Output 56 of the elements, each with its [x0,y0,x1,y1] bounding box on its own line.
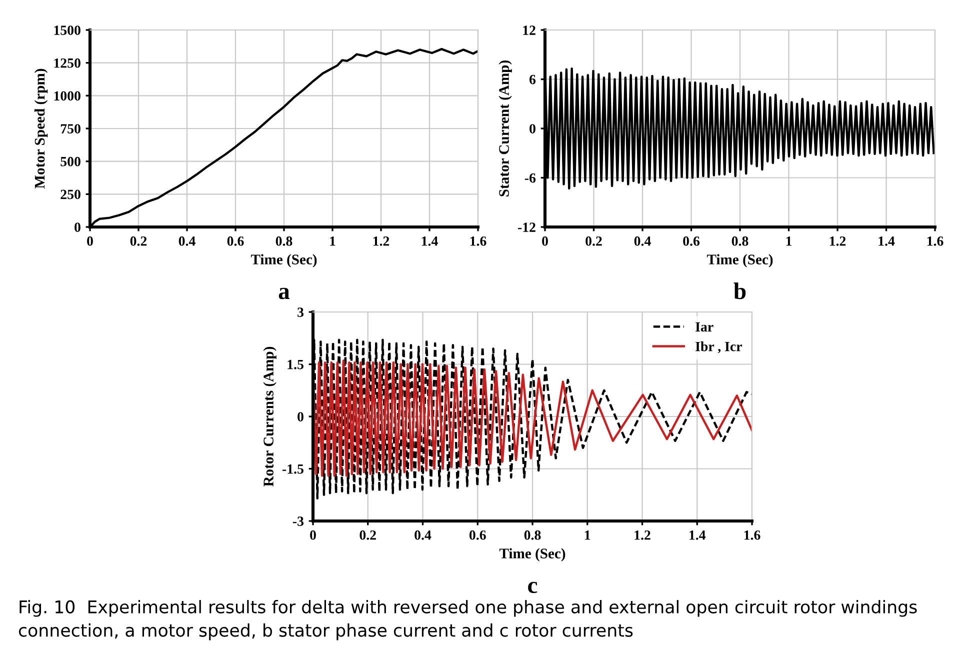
x-axis-title: Time (Sec) [250,254,317,268]
y-tick-label: 1000 [54,91,80,101]
x-tick-label: 1 [786,236,792,246]
x-tick-label: 0.8 [524,530,541,540]
y-tick-label: 1.5 [288,360,304,370]
x-tick-label: 1.2 [373,236,390,246]
x-tick-label: 1 [585,530,590,540]
x-tick-label: 0.2 [586,236,602,246]
y-axis-title: Rotor Currents (Amp) [263,346,276,486]
x-tick-label: 1.6 [470,236,486,246]
x-tick-label: 1.4 [878,236,895,246]
text: a [278,288,290,300]
y-tick-label: 0 [74,222,80,232]
x-axis-title: Time (Sec) [499,548,566,562]
y-tick-label: 750 [60,124,80,134]
text: b [734,282,746,300]
x-tick-label: 0.6 [227,236,244,246]
x-tick-label: 1.6 [744,530,760,540]
x-tick-label: 0.2 [360,530,376,540]
x-tick-label: 0.6 [683,236,700,246]
caption: Fig. 10 Experimental results for delta with reversed one phase and external open circuit rotor windings connection, a motor speed, b stator phase current and c rotor currents [18,600,917,640]
x-tick-label: 1.4 [422,236,438,246]
y-tick-label: 1500 [54,26,80,35]
x-tick-label: 0.4 [178,236,196,246]
legend-label: Iar [696,322,714,332]
y-axis-title: Motor Speed (rpm) [34,68,48,188]
x-tick-label: 0.8 [276,236,292,246]
x-tick-label: 0.4 [634,236,651,246]
x-tick-label: 0.6 [469,530,486,540]
x-tick-label: 0.4 [414,530,432,540]
y-tick-label: 250 [60,190,80,200]
y-tick-label: 0 [530,124,536,134]
x-tick-label: 0.2 [130,236,147,246]
x-tick-label: 0 [542,236,548,246]
x-tick-label: 0 [310,530,316,540]
x-tick-label: 0 [87,236,93,246]
y-tick-label: -3 [292,516,304,526]
y-tick-label: 3 [298,308,304,317]
x-tick-label: 1 [330,236,336,246]
y-tick-label: -1.5 [282,464,304,474]
x-tick-label: 1.6 [927,236,944,246]
text: c [528,582,538,594]
y-tick-label: 500 [60,156,80,166]
legend-label: Ibr , Icr [696,341,742,354]
y-axis-title: Stator Current (Amp) [498,60,512,196]
y-tick-label: 6 [530,74,536,84]
y-tick-label: 1250 [54,58,80,68]
x-tick-label: 1.2 [634,530,650,540]
y-tick-label: 12 [523,26,536,35]
y-tick-label: -6 [524,173,536,183]
y-tick-label: -12 [518,222,536,232]
y-tick-label: 0 [298,412,304,422]
x-tick-label: 0.8 [732,236,748,246]
x-tick-label: 1.2 [830,236,846,246]
x-axis-title: Time (Sec) [706,254,773,268]
x-tick-label: 1.4 [690,530,706,540]
